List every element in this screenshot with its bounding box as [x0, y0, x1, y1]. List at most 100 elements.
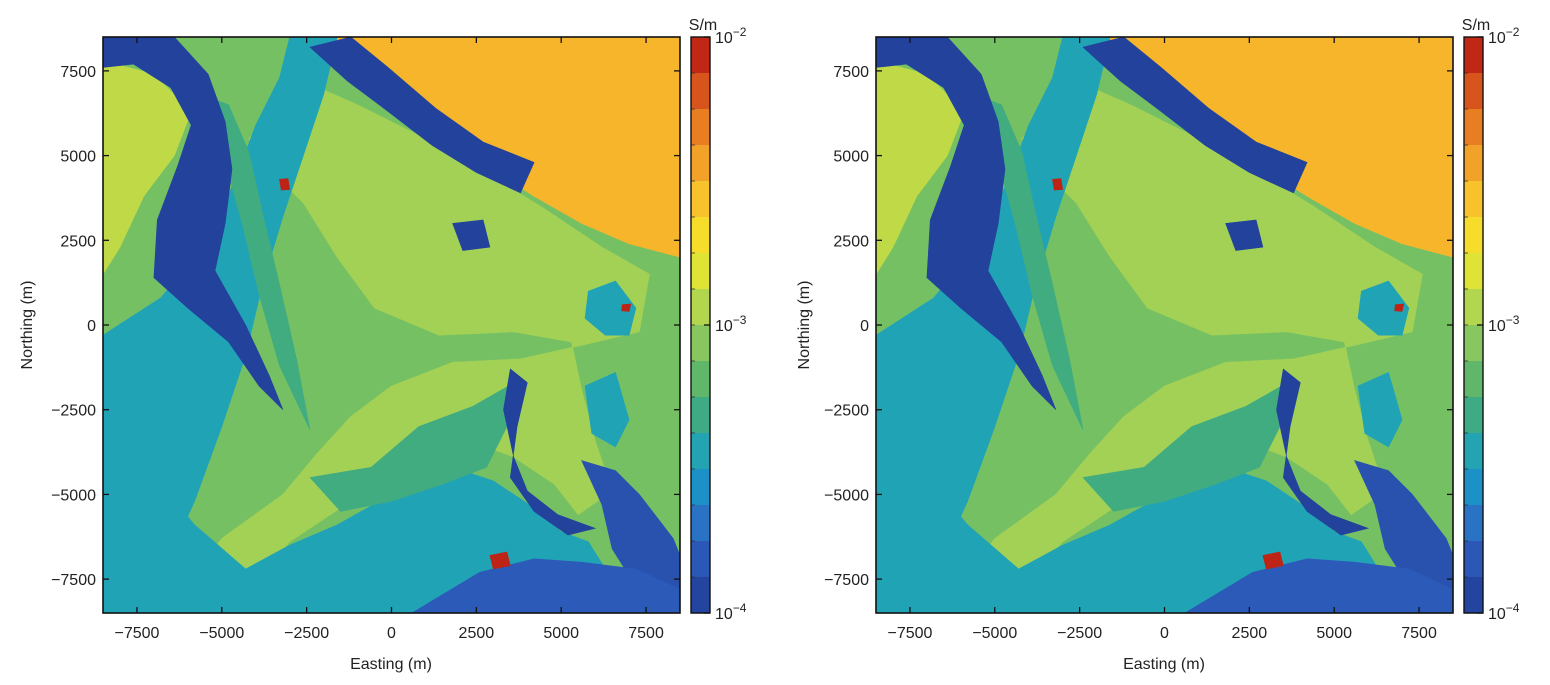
region-anomaly-south [1262, 551, 1284, 570]
x-tick-label: 2500 [459, 625, 495, 642]
y-tick-label: 7500 [833, 64, 869, 81]
x-tick-label: 7500 [1401, 625, 1437, 642]
colorbar-step [691, 469, 710, 506]
y-tick-label: 2500 [60, 233, 96, 250]
colorbar-step [1464, 505, 1483, 542]
x-tick-label: −7500 [114, 625, 159, 642]
colorbar: S/m 10−2 10−3 10−4 [1462, 17, 1520, 623]
region-anomaly-north [1052, 178, 1064, 191]
colorbar-step [1464, 469, 1483, 506]
y-tick-label: 7500 [60, 64, 96, 81]
colorbar-step [691, 109, 710, 146]
region-south-edge-resistor [411, 558, 680, 613]
panel-right: −7500 −5000 −2500 0 2500 5000 7500 −7500−5000−… [796, 17, 1520, 673]
colorbar-step [1464, 253, 1483, 290]
region-small-resistor-center [1225, 219, 1264, 251]
region-southeast-resistor [581, 460, 680, 590]
colorbar-step [691, 181, 710, 218]
colorbar-tick-label: 10−4 [715, 601, 747, 623]
x-tick-label: −2500 [284, 625, 329, 642]
y-tick-label: 2500 [833, 233, 869, 250]
panel-left: −7500 −5000 −2500 0 2500 5000 7500 −7500 −5000 −… [19, 17, 747, 673]
y-axis-label: Northing (m) [19, 281, 36, 370]
colorbar-step [1464, 361, 1483, 398]
colorbar-step [691, 361, 710, 398]
region-small-resistor-center [452, 219, 491, 251]
x-axis-ticks: −7500 −5000 −2500 0 2500 5000 7500 [114, 37, 664, 642]
y-tick-label: −7500 [51, 572, 96, 589]
colorbar-step [1464, 181, 1483, 218]
x-tick-label: 2500 [1232, 625, 1268, 642]
y-tick-label: −5000 [824, 487, 869, 504]
region-northern-resistor [309, 37, 535, 194]
colorbar-step [1464, 37, 1483, 74]
colorbar-ticks: 10−2 10−3 10−4 [704, 25, 747, 623]
colorbar-step [691, 505, 710, 542]
colorbar-tick-label: 10−2 [715, 25, 747, 47]
region-northwest-resistor [103, 37, 284, 410]
x-axis-label: Easting (m) [1123, 656, 1205, 673]
x-tick-label: −7500 [887, 625, 932, 642]
colorbar-step [691, 541, 710, 578]
x-tick-label: 7500 [628, 625, 664, 642]
y-tick-label: −2500 [824, 403, 869, 420]
x-tick-label: 5000 [543, 625, 579, 642]
x-tick-label: 0 [387, 625, 396, 642]
colorbar-ticks: 10−2 10−3 10−4 [1477, 25, 1520, 623]
y-axis-label: Northing (m) [796, 281, 813, 370]
x-tick-label: −5000 [199, 625, 244, 642]
colorbar-step [1464, 541, 1483, 578]
colorbar-step [691, 397, 710, 434]
colorbar-gradient [1464, 37, 1483, 614]
y-tick-label: 5000 [60, 149, 96, 166]
colorbar-step [691, 325, 710, 362]
region-south-edge-resistor [1184, 558, 1453, 613]
colorbar-step [691, 37, 710, 74]
region-east-intrusion [1357, 280, 1410, 336]
colorbar-step [691, 577, 710, 614]
x-tick-label: −5000 [972, 625, 1017, 642]
colorbar-step [1464, 577, 1483, 614]
colorbar-gradient [691, 37, 710, 614]
region-southeast-patch [1357, 371, 1403, 448]
region-anomaly-south [489, 551, 511, 570]
map-area [103, 37, 680, 613]
x-axis-ticks: −7500 −5000 −2500 0 2500 5000 7500 [887, 37, 1437, 642]
colorbar-step [691, 145, 710, 182]
x-axis-label: Easting (m) [350, 656, 432, 673]
y-axis-ticks: −7500 −5000 −2500 0 2500 5000 7500 [824, 64, 1453, 589]
region-northwest-resistor [876, 37, 1057, 410]
region-anomaly-north [279, 178, 291, 191]
colorbar-step [1464, 73, 1483, 110]
colorbar-label: S/m [1462, 17, 1490, 34]
colorbar: S/m 10−2 10−3 10−4 [689, 17, 747, 623]
colorbar-step [1464, 145, 1483, 182]
colorbar-step [691, 253, 710, 290]
colorbar-tick-label: 10−3 [1488, 313, 1520, 335]
region-southeast-resistor [1354, 460, 1453, 590]
colorbar-tick-label: 10−3 [715, 313, 747, 335]
colorbar-step [691, 433, 710, 470]
region-southeast-channel [503, 368, 597, 536]
colorbar-step [691, 73, 710, 110]
map-regions [876, 37, 1453, 613]
region-southeast-channel [1276, 368, 1370, 536]
colorbar-step [1464, 325, 1483, 362]
x-tick-label: −2500 [1057, 625, 1102, 642]
colorbar-label: S/m [689, 17, 717, 34]
x-tick-label: 5000 [1316, 625, 1352, 642]
colorbar-tick-label: 10−2 [1488, 25, 1520, 47]
region-northern-resistor [1082, 37, 1308, 194]
y-tick-label: 5000 [833, 149, 869, 166]
y-axis-ticks: −7500 −5000 −2500 0 2500 5000 7500 [51, 64, 680, 589]
colorbar-step [1464, 109, 1483, 146]
colorbar-step [1464, 433, 1483, 470]
colorbar-step [1464, 289, 1483, 326]
y-tick-label: 0 [87, 318, 96, 335]
y-tick-label: −7500 [824, 572, 869, 589]
colorbar-step [691, 217, 710, 254]
colorbar-step [1464, 397, 1483, 434]
colorbar-tick-label: 10−4 [1488, 601, 1520, 623]
colorbar-step [1464, 217, 1483, 254]
